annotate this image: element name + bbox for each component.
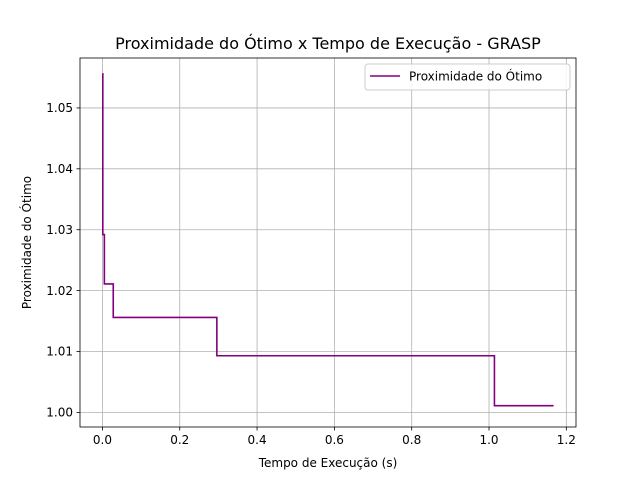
x-axis-ticks: 0.0 0.2 0.4 0.6 0.8 1.0 1.2	[93, 427, 576, 447]
y-tick-label: 1.01	[46, 345, 73, 359]
x-tick-label: 1.0	[479, 433, 498, 447]
x-tick-label: 0.8	[402, 433, 421, 447]
legend-box	[364, 63, 571, 91]
grid-lines	[80, 58, 576, 427]
legend: Proximidade do Ótimo	[364, 63, 571, 91]
chart-title: Proximidade do Ótimo x Tempo de Execução…	[115, 34, 541, 53]
x-axis-label: Tempo de Execução (s)	[258, 456, 398, 470]
y-tick-label: 1.05	[46, 101, 73, 115]
series-line	[102, 73, 554, 407]
y-axis-ticks: 1.00 1.01 1.02 1.03 1.04 1.05	[46, 101, 80, 420]
series-layer	[102, 73, 554, 407]
x-tick-label: 0.4	[248, 433, 267, 447]
y-tick-label: 1.02	[46, 284, 73, 298]
plot-frame	[79, 57, 577, 428]
y-tick-label: 1.03	[46, 223, 73, 237]
y-axis-label: Proximidade do Ótimo	[19, 176, 34, 309]
y-tick-label: 1.00	[46, 406, 73, 420]
legend-label: Proximidade do Ótimo	[409, 69, 542, 84]
x-tick-label: 0.2	[170, 433, 189, 447]
x-tick-label: 0.6	[325, 433, 344, 447]
x-tick-label: 1.2	[557, 433, 576, 447]
y-tick-label: 1.04	[46, 162, 73, 176]
x-tick-label: 0.0	[93, 433, 112, 447]
